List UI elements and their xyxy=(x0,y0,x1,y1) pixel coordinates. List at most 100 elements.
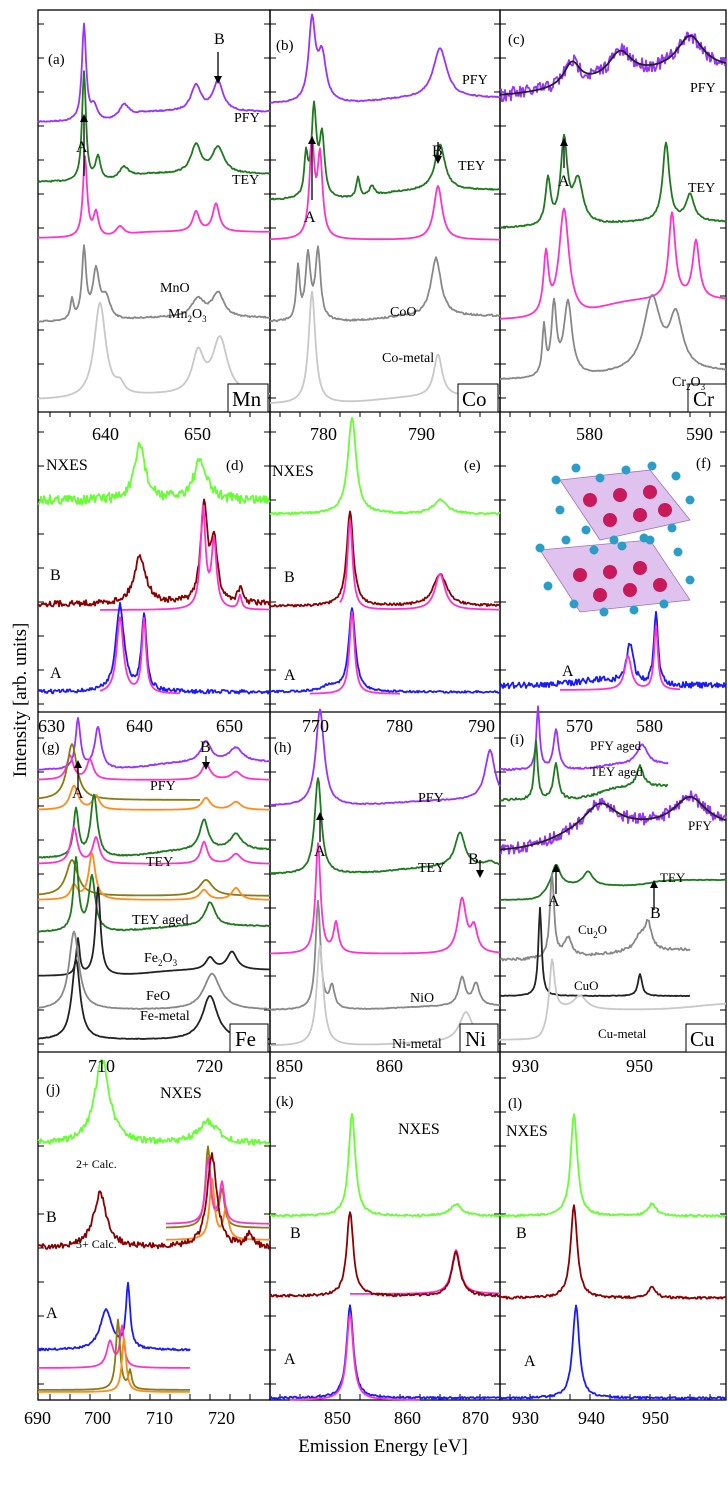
panel-g-ref1-sub: 2 xyxy=(158,958,163,968)
arrow-a-a-head xyxy=(80,114,88,122)
panel-i-tag: (i) xyxy=(510,732,524,748)
crystal-atom-blue xyxy=(685,495,695,505)
trace-h-tey xyxy=(269,777,501,875)
crystal-atom-blue xyxy=(685,575,695,585)
arrow-i-b-head xyxy=(650,880,658,888)
panel-j-c2: 2+ Calc. xyxy=(76,1157,117,1171)
panel-l-nxes: NXES xyxy=(506,1123,548,1140)
crystal-structure-image xyxy=(535,461,695,617)
panel-b-ref2: Co-metal xyxy=(382,351,434,366)
arrow-b-b-head xyxy=(434,156,442,164)
crystal-atom-blue xyxy=(629,605,639,615)
arrow-b-a-head xyxy=(308,136,316,144)
panel-f-tick1: 580 xyxy=(576,424,603,444)
trace-c-tey xyxy=(499,133,727,229)
crystal-atom-blue xyxy=(667,523,677,533)
crystal-atom-red xyxy=(583,493,597,507)
trace-i-pfy-fit xyxy=(500,795,727,851)
trace-g-tey xyxy=(37,793,271,859)
trace-e-b xyxy=(269,510,501,608)
panel-c-pfy: PFY xyxy=(690,81,716,96)
panel-a-b: B xyxy=(214,31,225,48)
trace-i-teyaged xyxy=(499,739,669,802)
panel-l-tag: (l) xyxy=(508,1096,522,1112)
trace-j-calc3-bottom xyxy=(38,1337,190,1393)
panel-a-tag: (a) xyxy=(48,52,65,68)
y-axis-title: Intensity [arb. units] xyxy=(10,623,31,778)
trace-h-nimetal xyxy=(270,944,501,1047)
trace-j-b xyxy=(37,1152,271,1250)
spectra-traces xyxy=(37,13,727,1401)
panel-e: 780 790 (e) NXES B A xyxy=(272,424,481,684)
element-label-cr: Cr xyxy=(693,387,714,411)
crystal-polyhedron-top xyxy=(559,469,691,541)
trace-g-calc2-top xyxy=(37,743,200,801)
trace-a-tey xyxy=(37,70,271,183)
trace-h-pfy xyxy=(269,708,501,807)
panel-l: 930 950 (l) NXES B A 930 940 950 xyxy=(506,1056,669,1428)
panel-g-ref3: Fe-metal xyxy=(140,1009,190,1024)
panel-k-x2: 860 xyxy=(394,1408,421,1428)
crystal-atom-blue xyxy=(673,547,683,557)
panel-h-pfy: PFY xyxy=(418,791,444,806)
panel-c-a: A xyxy=(558,173,570,190)
panel-i-ref1-b: O xyxy=(598,922,607,937)
element-label-co: Co xyxy=(462,387,487,411)
panel-f-a: A xyxy=(562,663,574,680)
trace-k-b-model xyxy=(350,1249,500,1295)
crystal-atom-red xyxy=(573,568,587,582)
trace-e-a xyxy=(269,607,501,694)
panel-l-x2: 940 xyxy=(578,1408,605,1428)
trace-d-nxes xyxy=(37,441,271,506)
panel-h-ref1: NiO xyxy=(410,991,434,1006)
panel-i-tey: TEY xyxy=(660,870,686,885)
panel-h-tey: TEY xyxy=(418,861,445,876)
trace-f-a-model xyxy=(560,624,681,691)
trace-c-model xyxy=(500,207,727,320)
trace-a-mno xyxy=(37,244,270,323)
element-box-fe xyxy=(229,1023,269,1053)
panel-i-pfyaged: PFY aged xyxy=(590,738,642,753)
crystal-atom-red xyxy=(603,565,617,579)
crystal-atom-blue xyxy=(595,473,605,483)
panel-e-nxes: NXES xyxy=(272,463,314,480)
arrow-g-b-head xyxy=(202,762,210,770)
crystal-atom-blue xyxy=(609,535,619,545)
panel-j-a: A xyxy=(46,1305,58,1322)
element-box-ni xyxy=(459,1023,499,1053)
axis-ticks xyxy=(38,23,726,1400)
panel-h-tag: (h) xyxy=(274,740,292,756)
panel-c-ref1-sub: 2 xyxy=(686,382,691,392)
crystal-atom-blue xyxy=(647,461,657,471)
panel-c: (c) PFY TEY A Cr2O3 xyxy=(508,32,716,392)
crystal-atom-blue xyxy=(621,465,631,475)
panel-a-tey: TEY xyxy=(232,173,259,188)
trace-i-cumetal xyxy=(500,958,726,1041)
panel-b: (b) PFY TEY B A CoO Co-metal xyxy=(276,38,488,366)
panel-j-tag: (j) xyxy=(46,1082,60,1098)
frame-col3 xyxy=(499,9,727,1401)
element-label-fe: Fe xyxy=(235,1027,256,1051)
panel-j-c3: 3+ Calc. xyxy=(76,1237,117,1251)
trace-d-a-model xyxy=(99,616,180,695)
panel-j-b: B xyxy=(46,1209,57,1226)
panel-d-tick1: 640 xyxy=(92,424,119,444)
panel-g-teyaged: TEY aged xyxy=(132,913,189,928)
panel-k-tick1: 850 xyxy=(276,1056,303,1076)
panel-g-b: B xyxy=(200,739,211,756)
panel-i-ref2: CuO xyxy=(574,978,599,993)
panel-l-b: B xyxy=(516,1225,527,1242)
crystal-atom-blue xyxy=(555,505,565,515)
panel-l-x1: 930 xyxy=(512,1408,539,1428)
trace-g-pfy xyxy=(37,717,271,771)
crystal-atom-red xyxy=(623,583,637,597)
trace-l-nxes xyxy=(499,1113,727,1218)
trace-b-coo xyxy=(269,245,501,323)
panel-b-tey: TEY xyxy=(458,159,485,174)
panel-j: 710 720 (j) NXES 2+ Calc. B 3+ Calc. A 6… xyxy=(24,1056,235,1428)
trace-i-tey xyxy=(500,864,727,901)
panel-e-tick1: 780 xyxy=(310,424,337,444)
arrow-g-a-head xyxy=(74,760,82,768)
trace-j-calc2-top xyxy=(166,1145,270,1229)
